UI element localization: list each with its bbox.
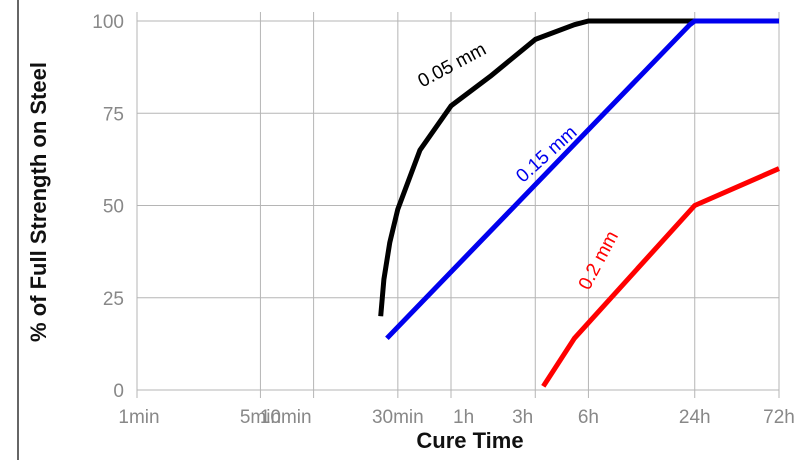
series-layer	[378, 18, 781, 388]
y-tick-labels: 0 25 50 75 100	[92, 12, 124, 402]
y-tick-label-75: 75	[103, 104, 124, 125]
y-tick-label-100: 100	[92, 12, 124, 33]
series-line-0-05-mm	[378, 18, 779, 317]
x-tick-label-1min: 1min	[118, 407, 159, 428]
y-tick-label-0: 0	[113, 381, 124, 402]
x-tick-label-30min: 30min	[372, 407, 424, 428]
y-axis-title: % of Full Strength on Steel	[26, 62, 51, 342]
y-tick-label-25: 25	[103, 289, 124, 310]
x-tick-label-72h: 72h	[763, 407, 795, 428]
series-line-0-2-mm	[541, 166, 781, 388]
x-tick-label-6h: 6h	[578, 407, 599, 428]
y-tick-label-50: 50	[103, 197, 124, 218]
x-axis-title: Cure Time	[416, 428, 523, 453]
series-line-0-15-mm	[385, 18, 779, 341]
x-tick-label-1h: 1h	[453, 407, 474, 428]
x-tick-label-24h: 24h	[679, 407, 711, 428]
x-tick-label-3h: 3h	[512, 407, 533, 428]
x-tick-label-5min: 5min	[240, 407, 281, 428]
gridlines	[136, 12, 780, 398]
x-tick-label-10min: 10min	[260, 407, 312, 428]
